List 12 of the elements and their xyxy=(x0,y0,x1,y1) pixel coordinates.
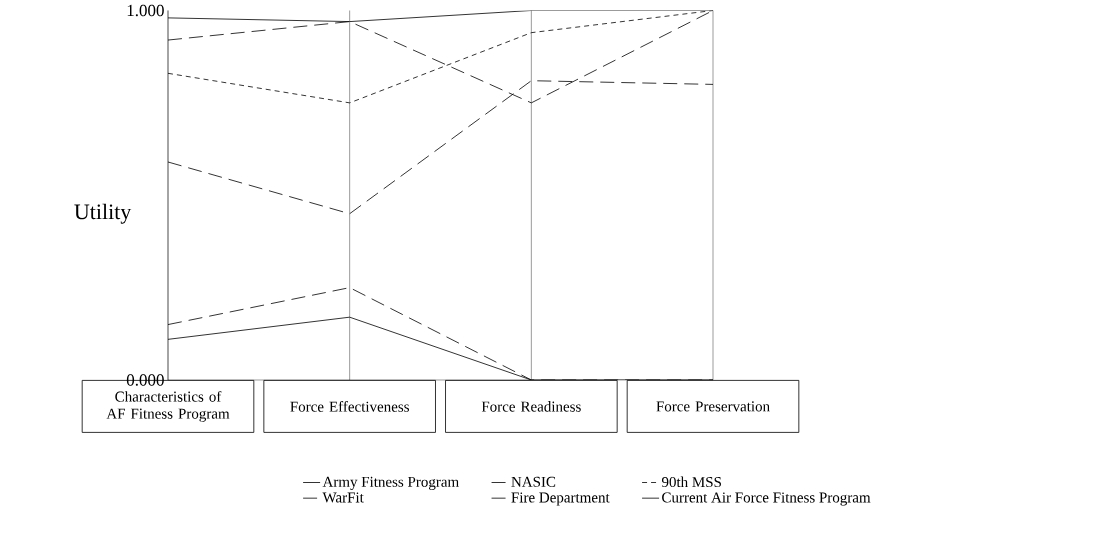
x-tick-label: Force Preservation xyxy=(656,401,770,412)
legend-label: Army Fitness Program xyxy=(322,476,459,490)
legend-label: Current Air Force Fitness Program xyxy=(662,492,871,506)
x-tick-label: Characteristics of AF Fitness Program xyxy=(106,391,230,422)
legend-label: 90th MSS xyxy=(661,476,721,488)
legend-label: WarFit xyxy=(322,492,364,503)
x-tick-label: Force Effectiveness xyxy=(290,401,409,412)
y-tick-label: 1.000 xyxy=(127,4,164,17)
x-tick-label: Force Readiness xyxy=(481,401,581,412)
legend-label: Fire Department xyxy=(511,492,610,506)
y-axis-title: Utility xyxy=(74,203,132,224)
legend-label: NASIC xyxy=(511,476,556,487)
